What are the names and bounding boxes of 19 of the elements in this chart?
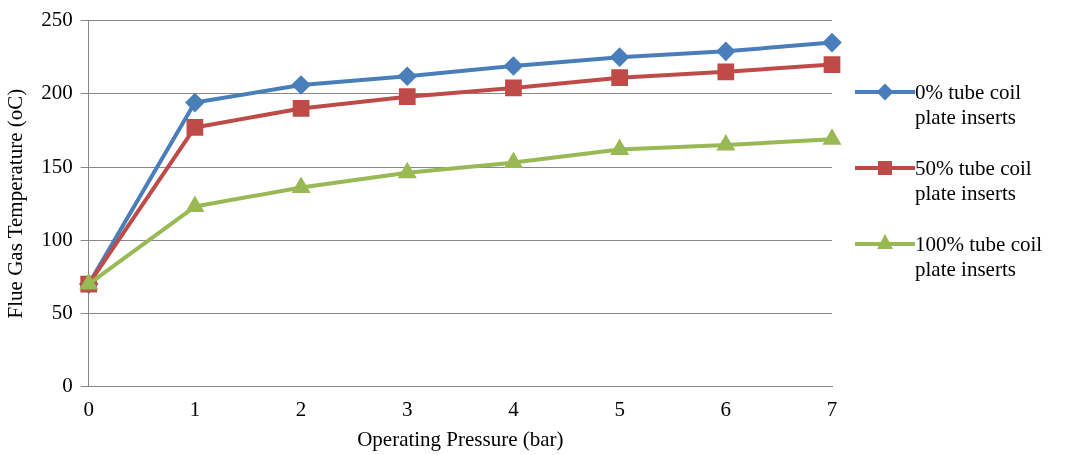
y-tick-label: 150 [41,153,73,178]
legend-label: 0% tube coil plate inserts [915,80,1023,130]
y-tick-label: 250 [41,7,73,32]
x-axis-title: Operating Pressure (bar) [357,426,564,451]
x-tick-label: 4 [508,396,520,421]
y-axis-title: Flue Gas Temperature (oC) [3,88,28,319]
x-tick-label: 3 [402,396,413,421]
legend-label: 100% tube coil plate inserts [915,232,1044,282]
x-tick-label: 5 [614,396,625,421]
legend-label: 50% tube coil plate inserts [915,156,1033,206]
x-tick-label: 6 [720,396,732,421]
y-tick-label: 50 [51,299,73,324]
x-tick-label: 1 [189,396,201,421]
y-tick-label: 100 [41,226,73,251]
y-tick-label: 200 [41,80,73,105]
x-tick-label: 7 [826,396,838,421]
x-tick-label: 0 [83,396,94,421]
x-tick-label: 2 [295,396,307,421]
y-tick-label: 0 [62,373,73,398]
